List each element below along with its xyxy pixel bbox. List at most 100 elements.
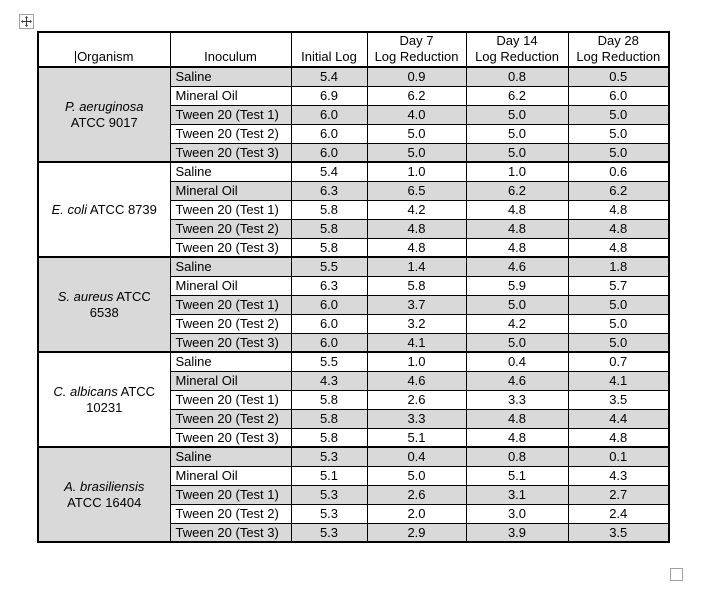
inoculum-cell[interactable]: Saline bbox=[169, 351, 292, 372]
day28-log-reduction-cell[interactable]: 3.5 bbox=[567, 522, 670, 543]
initial-log-cell[interactable]: 5.8 bbox=[290, 389, 368, 410]
inoculum-cell[interactable]: Tween 20 (Test 2) bbox=[169, 313, 292, 334]
initial-log-cell[interactable]: 6.0 bbox=[290, 294, 368, 315]
day14-log-reduction-cell[interactable]: 4.8 bbox=[465, 408, 569, 429]
day28-log-reduction-cell[interactable]: 2.4 bbox=[567, 503, 670, 524]
day7-log-reduction-cell[interactable]: 5.0 bbox=[366, 123, 467, 144]
column-header-day28[interactable]: Day 28 Log Reduction bbox=[567, 31, 670, 69]
day14-log-reduction-cell[interactable]: 4.2 bbox=[465, 313, 569, 334]
day28-log-reduction-cell[interactable]: 5.7 bbox=[567, 275, 670, 296]
inoculum-cell[interactable]: Saline bbox=[169, 446, 292, 467]
day28-log-reduction-cell[interactable]: 4.3 bbox=[567, 465, 670, 486]
day28-log-reduction-cell[interactable]: 1.8 bbox=[567, 256, 670, 277]
day14-log-reduction-cell[interactable]: 0.8 bbox=[465, 446, 569, 467]
day14-log-reduction-cell[interactable]: 3.0 bbox=[465, 503, 569, 524]
day28-log-reduction-cell[interactable]: 4.4 bbox=[567, 408, 670, 429]
day14-log-reduction-cell[interactable]: 3.1 bbox=[465, 484, 569, 505]
column-header-day14[interactable]: Day 14 Log Reduction bbox=[465, 31, 569, 69]
initial-log-cell[interactable]: 5.8 bbox=[290, 408, 368, 429]
day28-log-reduction-cell[interactable]: 5.0 bbox=[567, 313, 670, 334]
organism-cell[interactable]: S. aureus ATCC 6538 bbox=[37, 256, 171, 353]
inoculum-cell[interactable]: Tween 20 (Test 1) bbox=[169, 389, 292, 410]
table-move-handle[interactable] bbox=[19, 14, 34, 29]
inoculum-cell[interactable]: Saline bbox=[169, 161, 292, 182]
inoculum-cell[interactable]: Mineral Oil bbox=[169, 180, 292, 201]
initial-log-cell[interactable]: 5.3 bbox=[290, 522, 368, 543]
organism-cell[interactable]: P. aeruginosa ATCC 9017 bbox=[37, 66, 171, 163]
day14-log-reduction-cell[interactable]: 6.2 bbox=[465, 85, 569, 106]
day7-log-reduction-cell[interactable]: 6.2 bbox=[366, 85, 467, 106]
column-header-organism[interactable]: Organism bbox=[37, 31, 171, 69]
inoculum-cell[interactable]: Tween 20 (Test 2) bbox=[169, 123, 292, 144]
column-header-inoculum[interactable]: Inoculum bbox=[169, 31, 292, 69]
day7-log-reduction-cell[interactable]: 3.7 bbox=[366, 294, 467, 315]
initial-log-cell[interactable]: 5.8 bbox=[290, 237, 368, 258]
day28-log-reduction-cell[interactable]: 0.5 bbox=[567, 66, 670, 87]
organism-cell[interactable]: E. coli ATCC 8739 bbox=[37, 161, 171, 258]
day14-log-reduction-cell[interactable]: 4.8 bbox=[465, 427, 569, 448]
day28-log-reduction-cell[interactable]: 6.0 bbox=[567, 85, 670, 106]
inoculum-cell[interactable]: Tween 20 (Test 2) bbox=[169, 408, 292, 429]
day7-log-reduction-cell[interactable]: 4.8 bbox=[366, 218, 467, 239]
day28-log-reduction-cell[interactable]: 5.0 bbox=[567, 332, 670, 353]
initial-log-cell[interactable]: 5.8 bbox=[290, 218, 368, 239]
organism-cell[interactable]: A. brasiliensis ATCC 16404 bbox=[37, 446, 171, 543]
inoculum-cell[interactable]: Tween 20 (Test 3) bbox=[169, 427, 292, 448]
day7-log-reduction-cell[interactable]: 3.2 bbox=[366, 313, 467, 334]
initial-log-cell[interactable]: 5.5 bbox=[290, 256, 368, 277]
day7-log-reduction-cell[interactable]: 2.9 bbox=[366, 522, 467, 543]
day7-log-reduction-cell[interactable]: 1.0 bbox=[366, 161, 467, 182]
column-header-day7[interactable]: Day 7 Log Reduction bbox=[366, 31, 467, 69]
initial-log-cell[interactable]: 6.0 bbox=[290, 104, 368, 125]
day7-log-reduction-cell[interactable]: 2.6 bbox=[366, 389, 467, 410]
day14-log-reduction-cell[interactable]: 5.9 bbox=[465, 275, 569, 296]
inoculum-cell[interactable]: Tween 20 (Test 3) bbox=[169, 332, 292, 353]
day28-log-reduction-cell[interactable]: 4.1 bbox=[567, 370, 670, 391]
day14-log-reduction-cell[interactable]: 0.8 bbox=[465, 66, 569, 87]
inoculum-cell[interactable]: Mineral Oil bbox=[169, 85, 292, 106]
inoculum-cell[interactable]: Saline bbox=[169, 256, 292, 277]
day7-log-reduction-cell[interactable]: 2.0 bbox=[366, 503, 467, 524]
day28-log-reduction-cell[interactable]: 6.2 bbox=[567, 180, 670, 201]
day28-log-reduction-cell[interactable]: 5.0 bbox=[567, 123, 670, 144]
day28-log-reduction-cell[interactable]: 0.1 bbox=[567, 446, 670, 467]
inoculum-cell[interactable]: Mineral Oil bbox=[169, 370, 292, 391]
day7-log-reduction-cell[interactable]: 4.8 bbox=[366, 237, 467, 258]
day28-log-reduction-cell[interactable]: 5.0 bbox=[567, 294, 670, 315]
day28-log-reduction-cell[interactable]: 3.5 bbox=[567, 389, 670, 410]
day14-log-reduction-cell[interactable]: 5.0 bbox=[465, 332, 569, 353]
day14-log-reduction-cell[interactable]: 4.6 bbox=[465, 256, 569, 277]
inoculum-cell[interactable]: Tween 20 (Test 3) bbox=[169, 142, 292, 163]
day7-log-reduction-cell[interactable]: 1.0 bbox=[366, 351, 467, 372]
day7-log-reduction-cell[interactable]: 0.9 bbox=[366, 66, 467, 87]
organism-cell[interactable]: C. albicans ATCC 10231 bbox=[37, 351, 171, 448]
day14-log-reduction-cell[interactable]: 6.2 bbox=[465, 180, 569, 201]
day7-log-reduction-cell[interactable]: 4.1 bbox=[366, 332, 467, 353]
day7-log-reduction-cell[interactable]: 3.3 bbox=[366, 408, 467, 429]
initial-log-cell[interactable]: 4.3 bbox=[290, 370, 368, 391]
initial-log-cell[interactable]: 5.5 bbox=[290, 351, 368, 372]
day28-log-reduction-cell[interactable]: 4.8 bbox=[567, 237, 670, 258]
day7-log-reduction-cell[interactable]: 4.6 bbox=[366, 370, 467, 391]
inoculum-cell[interactable]: Tween 20 (Test 3) bbox=[169, 522, 292, 543]
day28-log-reduction-cell[interactable]: 5.0 bbox=[567, 142, 670, 163]
day7-log-reduction-cell[interactable]: 5.8 bbox=[366, 275, 467, 296]
day14-log-reduction-cell[interactable]: 5.0 bbox=[465, 294, 569, 315]
inoculum-cell[interactable]: Tween 20 (Test 1) bbox=[169, 104, 292, 125]
day28-log-reduction-cell[interactable]: 0.7 bbox=[567, 351, 670, 372]
initial-log-cell[interactable]: 5.3 bbox=[290, 503, 368, 524]
inoculum-cell[interactable]: Saline bbox=[169, 66, 292, 87]
inoculum-cell[interactable]: Tween 20 (Test 1) bbox=[169, 199, 292, 220]
day28-log-reduction-cell[interactable]: 4.8 bbox=[567, 427, 670, 448]
day14-log-reduction-cell[interactable]: 5.1 bbox=[465, 465, 569, 486]
initial-log-cell[interactable]: 5.8 bbox=[290, 427, 368, 448]
inoculum-cell[interactable]: Tween 20 (Test 1) bbox=[169, 294, 292, 315]
day14-log-reduction-cell[interactable]: 5.0 bbox=[465, 123, 569, 144]
day7-log-reduction-cell[interactable]: 5.1 bbox=[366, 427, 467, 448]
inoculum-cell[interactable]: Mineral Oil bbox=[169, 275, 292, 296]
inoculum-cell[interactable]: Tween 20 (Test 2) bbox=[169, 218, 292, 239]
day28-log-reduction-cell[interactable]: 4.8 bbox=[567, 199, 670, 220]
day14-log-reduction-cell[interactable]: 5.0 bbox=[465, 104, 569, 125]
day7-log-reduction-cell[interactable]: 6.5 bbox=[366, 180, 467, 201]
initial-log-cell[interactable]: 6.3 bbox=[290, 180, 368, 201]
